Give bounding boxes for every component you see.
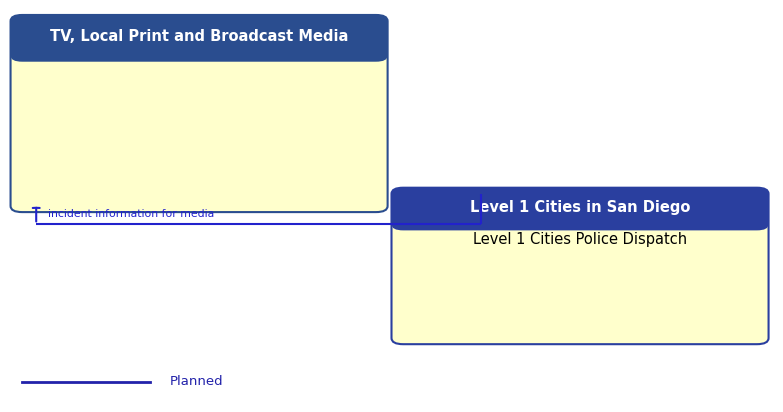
Text: Level 1 Cities Police Dispatch: Level 1 Cities Police Dispatch bbox=[473, 232, 687, 247]
FancyBboxPatch shape bbox=[10, 15, 388, 212]
FancyBboxPatch shape bbox=[10, 15, 388, 62]
FancyBboxPatch shape bbox=[392, 188, 769, 344]
Text: TV, Local Print and Broadcast Media: TV, Local Print and Broadcast Media bbox=[50, 29, 348, 44]
Bar bbox=[403, 208, 757, 224]
Text: Planned: Planned bbox=[170, 375, 224, 388]
Text: incident information for media: incident information for media bbox=[48, 209, 214, 219]
FancyBboxPatch shape bbox=[392, 188, 769, 230]
Bar bbox=[22, 37, 376, 56]
Text: Level 1 Cities in San Diego: Level 1 Cities in San Diego bbox=[470, 200, 691, 215]
